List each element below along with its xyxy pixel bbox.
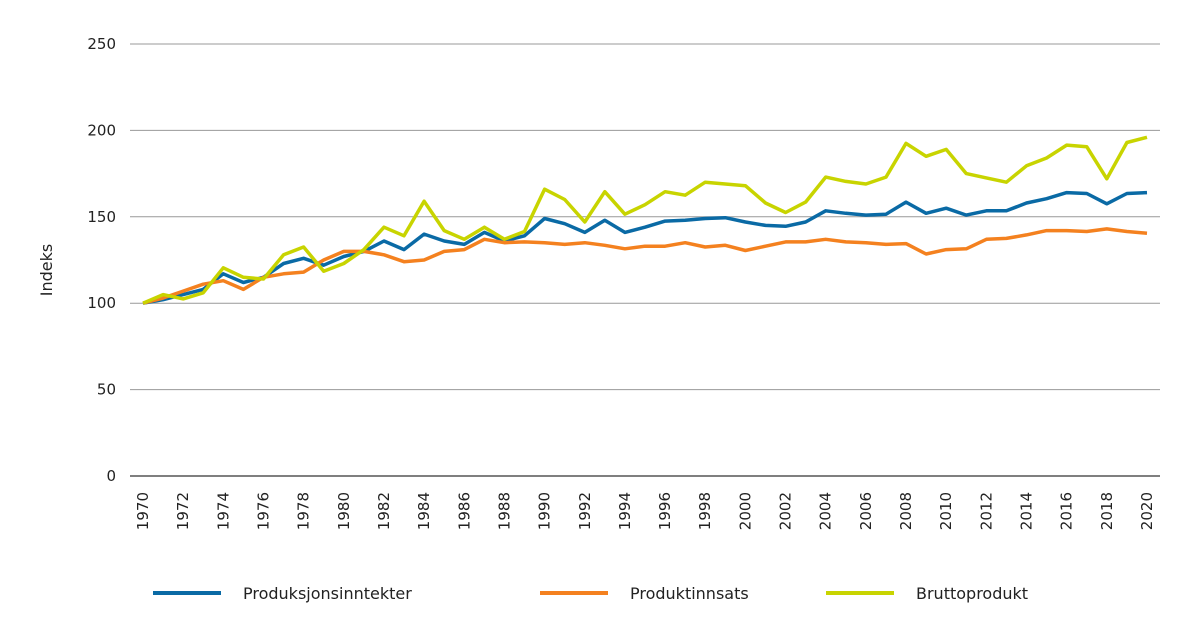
y-tick-label: 250	[87, 35, 116, 53]
x-tick-label: 2010	[937, 492, 955, 530]
y-axis-ticks: 0 50 100 150 200 250	[87, 35, 116, 485]
legend: Produksjonsinntekter Produktinnsats Brutto…	[153, 584, 1028, 603]
x-tick-label: 1970	[134, 492, 152, 530]
x-tick-label: 2006	[857, 492, 875, 530]
legend-label: Bruttoprodukt	[916, 584, 1028, 603]
gridlines	[130, 43, 1160, 477]
x-tick-label: 1990	[536, 492, 554, 530]
legend-item: Produktinnsats	[540, 584, 749, 603]
y-tick-label: 200	[87, 121, 116, 139]
x-tick-label: 1988	[495, 492, 513, 530]
x-tick-label: 2002	[777, 492, 795, 530]
x-tick-label: 2008	[897, 492, 915, 530]
series-lines	[142, 135, 1148, 305]
x-tick-label: 2004	[817, 492, 835, 530]
x-tick-label: 1986	[455, 492, 473, 530]
x-tick-label: 1974	[214, 492, 232, 530]
series-line-produktinnsats	[142, 227, 1148, 305]
y-tick-label: 100	[87, 294, 116, 312]
x-tick-label: 2018	[1098, 492, 1116, 530]
x-axis-ticks: 1970 1972 1974 1976 1978 1980 1982 1984 1986 1988…	[134, 492, 1156, 530]
x-tick-label: 2020	[1138, 492, 1156, 530]
x-tick-label: 1972	[174, 492, 192, 530]
x-tick-label: 2016	[1058, 492, 1076, 530]
y-tick-label: 50	[97, 381, 116, 399]
x-tick-label: 1984	[415, 492, 433, 530]
x-tick-label: 1978	[295, 492, 313, 530]
x-tick-label: 2014	[1018, 492, 1036, 530]
y-tick-label: 150	[87, 208, 116, 226]
x-tick-label: 1992	[576, 492, 594, 530]
x-tick-label: 1994	[616, 492, 634, 530]
legend-label: Produktinnsats	[630, 584, 749, 603]
x-tick-label: 1982	[375, 492, 393, 530]
x-tick-label: 2012	[977, 492, 995, 530]
x-tick-label: 1980	[335, 492, 353, 530]
legend-item: Bruttoprodukt	[826, 584, 1028, 603]
y-axis-label: Indeks	[37, 244, 56, 296]
legend-item: Produksjonsinntekter	[153, 584, 412, 603]
legend-label: Produksjonsinntekter	[243, 584, 412, 603]
x-tick-label: 1976	[254, 492, 272, 530]
series-line-produksjonsinntekter	[142, 190, 1148, 305]
y-tick-label: 0	[106, 467, 116, 485]
x-tick-label: 1996	[656, 492, 674, 530]
x-tick-label: 2000	[736, 492, 754, 530]
x-tick-label: 1998	[696, 492, 714, 530]
series-line-bruttoprodukt	[142, 135, 1148, 305]
